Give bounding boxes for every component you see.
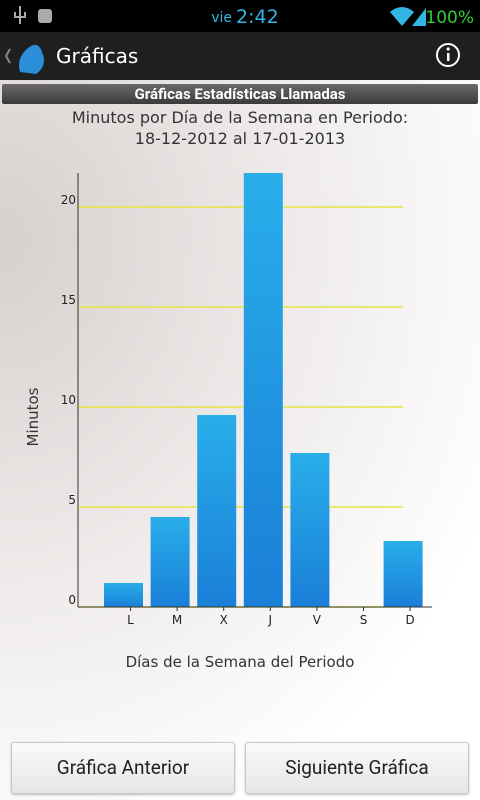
y-tick-label: 20 [61,193,76,207]
app-icon[interactable] [19,44,44,74]
y-tick-label: 10 [61,393,76,407]
battery-level: 100% [425,8,474,28]
x-tick-label: L [127,613,134,627]
app-bar: Gráficas [0,32,480,80]
bar [243,173,283,607]
status-day: vie [211,10,232,26]
bar [104,583,143,607]
bar [150,517,190,607]
bar [197,415,237,607]
up-caret[interactable] [4,48,11,64]
section-title: Gráficas Estadísticas Llamadas [2,84,478,104]
y-tick-label: 15 [61,293,76,307]
x-tick-label: V [313,613,322,627]
info-button[interactable] [436,43,460,67]
info-glyph [447,53,450,61]
chart-title: Minutos por Día de la Semana en Periodo: [72,108,408,127]
x-tick-label: D [405,613,414,627]
app-title: Gráficas [56,44,138,68]
next-button[interactable]: Siguiente Gráfica [245,742,469,794]
android-icon [38,9,52,23]
y-tick-label: 5 [68,493,76,507]
status-bar: vie 2:42 100% [0,0,480,32]
app-bar-icons[interactable]: Gráficas [0,32,480,80]
x-tick-label: M [172,613,182,627]
bar [383,541,423,607]
y-tick-label: 0 [68,593,76,607]
signal-icon [412,8,426,26]
wifi-icon [390,7,414,26]
x-tick-label: X [220,613,228,627]
status-time: 2:42 [236,6,279,28]
previous-button[interactable]: Gráfica Anterior [11,742,235,794]
y-axis-label: Minutos [24,387,42,446]
chart: Minutos por Día de la Semana en Periodo:… [24,108,432,671]
bar [290,453,330,607]
chart-subtitle: 18-12-2012 al 17-01-2013 [135,129,345,148]
x-tick-label: S [360,613,368,627]
status-icons: vie 2:42 100% [14,6,474,28]
info-dot [446,47,450,51]
x-axis-label: Días de la Semana del Periodo [126,653,355,671]
usb-icon [14,6,26,24]
x-tick-label: J [268,613,273,627]
